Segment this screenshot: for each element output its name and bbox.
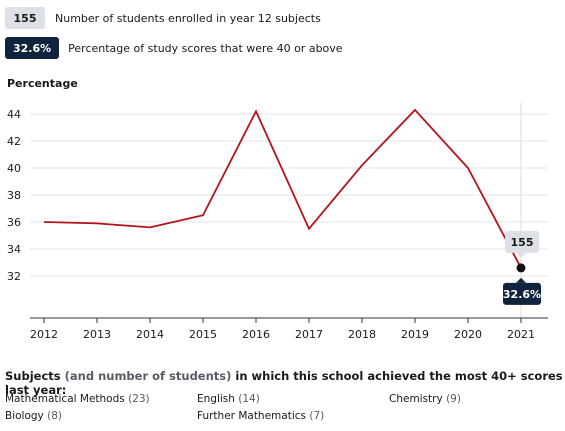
- students-badge: 155: [5, 7, 45, 29]
- subject-count: (9): [446, 393, 461, 405]
- highlight-point: [516, 263, 526, 273]
- x-tick-label: 2021: [507, 328, 535, 341]
- score-badge: 32.6%: [5, 37, 60, 59]
- subject-name: Further Mathematics: [197, 410, 306, 422]
- subject-name: English: [197, 393, 235, 405]
- y-tick-label: 38: [7, 189, 21, 202]
- legend-students: 155 Number of students enrolled in year …: [5, 7, 321, 29]
- students-callout-label: 155: [511, 236, 534, 249]
- x-tick-label: 2014: [136, 328, 164, 341]
- score-legend-text: Percentage of study scores that were 40 …: [68, 41, 343, 55]
- score-callout: [503, 282, 541, 305]
- subjects-title-muted: (and number of students): [64, 369, 232, 383]
- students-legend-text: Number of students enrolled in year 12 s…: [55, 11, 321, 25]
- students-callout: [505, 230, 539, 253]
- subjects-title-bold: Subjects: [5, 369, 61, 383]
- subject-name: Biology: [5, 410, 44, 422]
- line-chart: 32 34 36 38 40 42 44 2012 2013 2014 2015 2016 2017 20…: [7, 103, 548, 341]
- series-line: [43, 108, 522, 269]
- y-tick-label: 42: [7, 135, 21, 148]
- subject-item: Mathematical Methods (23): [5, 393, 150, 405]
- x-tick-label: 2019: [401, 328, 429, 341]
- subject-item: Further Mathematics (7): [197, 410, 324, 422]
- subject-item: English (14): [197, 393, 260, 405]
- x-tick-label: 2012: [30, 328, 58, 341]
- y-tick-label: 34: [7, 243, 21, 256]
- subject-item: Chemistry (9): [389, 393, 461, 405]
- subjects-title: Subjects (and number of students) in whi…: [5, 369, 565, 397]
- subject-name: Chemistry: [389, 393, 443, 405]
- y-tick-label: 40: [7, 162, 21, 175]
- subject-name: Mathematical Methods: [5, 393, 125, 405]
- x-tick-label: 2020: [454, 328, 482, 341]
- x-tick-label: 2013: [83, 328, 111, 341]
- subjects-title-rest: in which this school achieved the most 4…: [5, 369, 563, 397]
- y-axis-label: Percentage: [7, 77, 78, 90]
- subject-count: (23): [128, 393, 150, 405]
- score-callout-pointer: [516, 277, 526, 283]
- subject-count: (7): [309, 410, 325, 422]
- subject-count: (8): [47, 410, 62, 422]
- subject-item: Biology (8): [5, 410, 62, 422]
- students-callout-pointer: [517, 252, 525, 258]
- legend-score: 32.6% Percentage of study scores that we…: [5, 37, 343, 59]
- score-callout-label: 32.6%: [503, 288, 541, 301]
- y-tick-label: 32: [7, 270, 21, 283]
- x-tick-label: 2016: [242, 328, 270, 341]
- y-tick-label: 36: [7, 216, 21, 229]
- x-tick-label: 2017: [295, 328, 323, 341]
- x-tick-label: 2018: [348, 328, 376, 341]
- subject-count: (14): [238, 393, 260, 405]
- x-tick-label: 2015: [189, 328, 217, 341]
- y-tick-label: 44: [7, 108, 21, 121]
